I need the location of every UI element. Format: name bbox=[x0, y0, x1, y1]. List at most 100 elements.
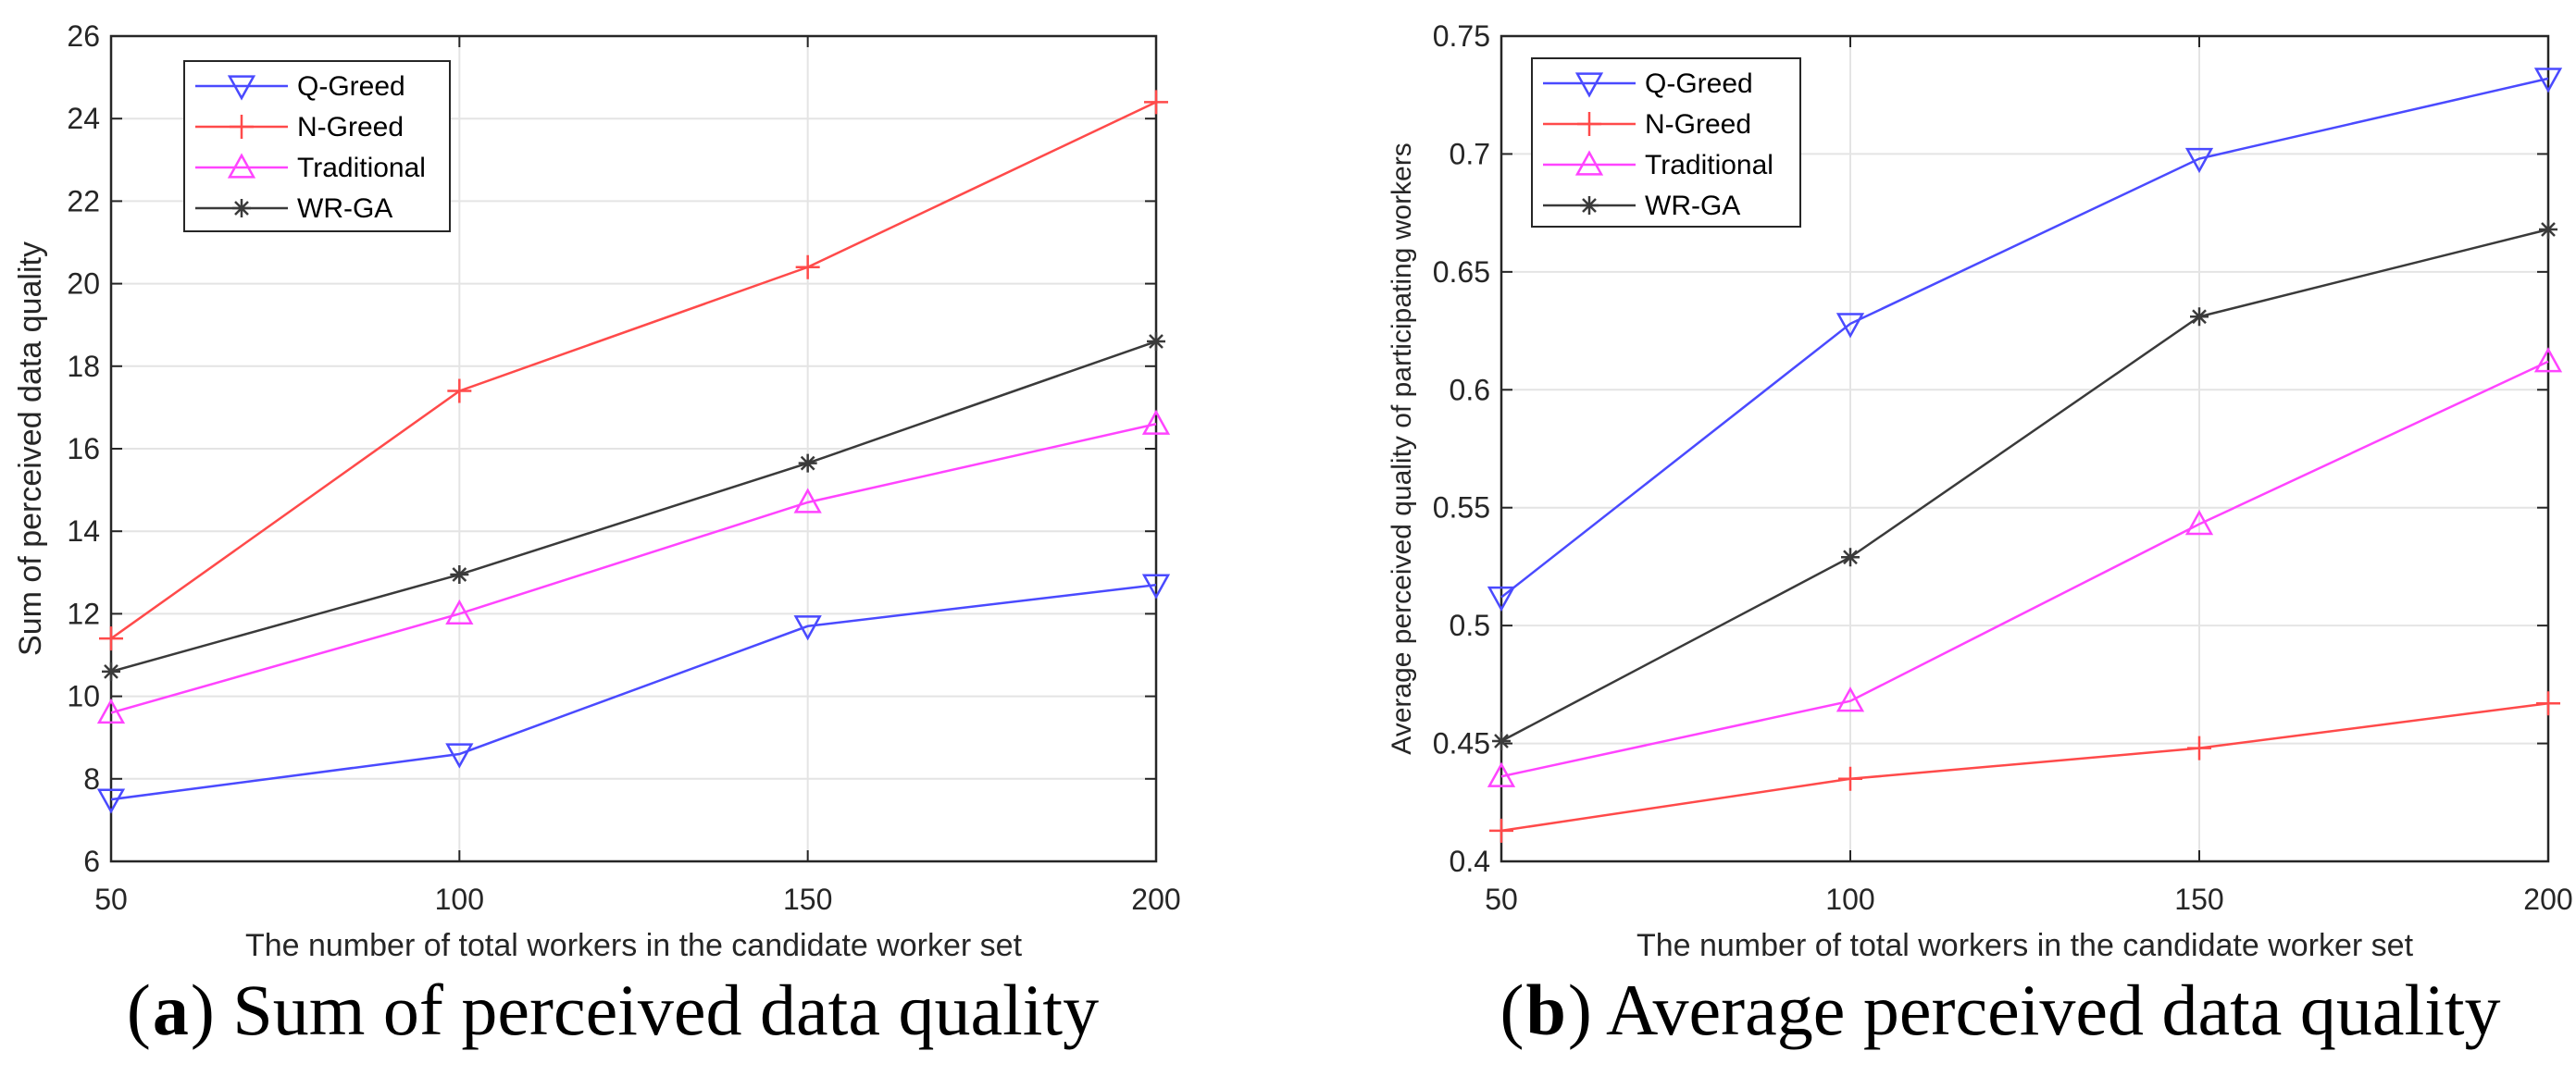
caption-paren-open: ( bbox=[1500, 970, 1524, 1050]
data-point-traditional bbox=[1836, 686, 1865, 712]
y-tick-label: 18 bbox=[67, 350, 100, 383]
legend-label: Q-Greed bbox=[297, 71, 405, 102]
series-line-q-greed bbox=[1500, 77, 2549, 599]
x-tick-label: 150 bbox=[2174, 883, 2223, 916]
data-point-wr-ga bbox=[798, 453, 817, 473]
data-point-traditional bbox=[445, 599, 474, 625]
y-tick-label: 24 bbox=[67, 102, 100, 135]
legend-marker-icon bbox=[232, 199, 251, 217]
legend-item-n-greed: N-Greed bbox=[1543, 109, 1751, 140]
legend-box bbox=[183, 60, 451, 232]
x-tick-label: 200 bbox=[1131, 883, 1180, 916]
caption-letter: a bbox=[153, 970, 189, 1050]
data-point-q-greed bbox=[2184, 147, 2214, 174]
series-line-wr-ga bbox=[110, 340, 1157, 674]
series-line-traditional bbox=[110, 423, 1157, 714]
y-tick-label: 0.75 bbox=[1433, 19, 1490, 53]
data-point-q-greed bbox=[1141, 574, 1171, 600]
series-n-greed bbox=[1489, 691, 2560, 843]
series-wr-ga bbox=[102, 332, 1165, 681]
data-point-traditional bbox=[2533, 347, 2563, 373]
data-point-n-greed bbox=[99, 626, 123, 651]
figure-caption: (b) Average perceived data quality bbox=[1500, 970, 2500, 1050]
legend-label: Q-Greed bbox=[1645, 68, 1753, 99]
data-point-q-greed bbox=[96, 788, 126, 814]
legend-item-q-greed: Q-Greed bbox=[195, 71, 405, 102]
legend-marker-icon bbox=[1574, 150, 1604, 176]
legend-item-wr-ga: WR-GA bbox=[1543, 191, 1740, 221]
series-line-q-greed bbox=[110, 583, 1157, 801]
data-point-traditional bbox=[793, 488, 822, 513]
y-tick-label: 26 bbox=[67, 19, 100, 53]
y-axis-label: Average perceived quality of participati… bbox=[1387, 142, 1417, 754]
y-tick-label: 0.45 bbox=[1433, 727, 1490, 761]
series-n-greed bbox=[99, 90, 1168, 651]
data-point-wr-ga bbox=[2539, 219, 2557, 239]
data-point-n-greed bbox=[2187, 736, 2211, 761]
legend-box bbox=[1531, 57, 1801, 228]
data-point-q-greed bbox=[793, 615, 822, 641]
legend-label: WR-GA bbox=[1645, 191, 1740, 221]
legend: Q-Greed N-Greed Traditional WR-GA bbox=[183, 60, 451, 232]
legend-label: Traditional bbox=[1645, 150, 1773, 180]
y-tick-label: 6 bbox=[83, 845, 100, 878]
chart-a: 6 8 10 12 14 16 18 20 22 24 26 50 100 150 200 The numbe… bbox=[13, 19, 1181, 1050]
chart-b: 0.4 0.45 0.5 0.55 0.6 0.65 0.7 0.75 50 100 150 200 T… bbox=[1387, 19, 2573, 1050]
x-tick-label: 200 bbox=[2523, 883, 2572, 916]
legend-marker-icon bbox=[227, 153, 256, 179]
data-point-wr-ga bbox=[102, 662, 120, 681]
data-point-wr-ga bbox=[1147, 332, 1165, 352]
series-traditional bbox=[1487, 347, 2563, 787]
plot-frame bbox=[1500, 34, 2550, 863]
data-point-q-greed bbox=[1836, 313, 1865, 339]
series-line-wr-ga bbox=[1500, 228, 2549, 743]
y-tick-label: 10 bbox=[67, 680, 100, 713]
legend-marker-icon bbox=[230, 115, 254, 139]
x-tick-label: 150 bbox=[783, 883, 832, 916]
legend-item-traditional: Traditional bbox=[195, 153, 426, 183]
series-wr-ga bbox=[1492, 219, 2557, 751]
x-axis-label: The number of total workers in the candi… bbox=[245, 928, 1023, 963]
x-tick-label: 50 bbox=[1485, 883, 1518, 916]
y-tick-label: 20 bbox=[67, 267, 100, 301]
data-point-n-greed bbox=[447, 378, 472, 403]
data-point-traditional bbox=[1141, 409, 1171, 435]
x-tick-label: 50 bbox=[94, 883, 128, 916]
data-point-wr-ga bbox=[1841, 548, 1860, 567]
data-point-n-greed bbox=[1838, 766, 1862, 791]
caption-paren-open: ( bbox=[127, 970, 151, 1050]
plot-frame bbox=[109, 34, 1158, 863]
legend: Q-Greed N-Greed Traditional WR-GA bbox=[1531, 57, 1801, 228]
data-point-wr-ga bbox=[450, 565, 469, 585]
y-tick-label: 22 bbox=[67, 184, 100, 217]
legend-item-traditional: Traditional bbox=[1543, 150, 1773, 180]
y-tick-label: 0.5 bbox=[1450, 609, 1490, 642]
data-point-n-greed bbox=[1489, 818, 1513, 843]
x-axis-label: The number of total workers in the candi… bbox=[1636, 928, 2414, 963]
legend-marker-icon bbox=[1580, 196, 1599, 215]
series-line-n-greed bbox=[1500, 702, 2549, 833]
y-tick-label: 8 bbox=[83, 762, 100, 796]
legend-label: Traditional bbox=[297, 153, 426, 183]
data-point-n-greed bbox=[1144, 90, 1168, 115]
series-traditional bbox=[96, 409, 1171, 724]
legend-item-n-greed: N-Greed bbox=[195, 112, 404, 142]
y-tick-label: 0.55 bbox=[1433, 491, 1490, 525]
y-tick-label: 16 bbox=[67, 432, 100, 465]
x-tick-label: 100 bbox=[1825, 883, 1874, 916]
legend-label: WR-GA bbox=[297, 193, 392, 224]
caption-letter: b bbox=[1525, 970, 1565, 1050]
legend-item-wr-ga: WR-GA bbox=[195, 193, 392, 224]
data-point-n-greed bbox=[795, 254, 820, 279]
legend-item-q-greed: Q-Greed bbox=[1543, 68, 1753, 99]
data-point-q-greed bbox=[1487, 586, 1516, 612]
y-tick-label: 0.7 bbox=[1450, 137, 1490, 170]
y-tick-label: 0.4 bbox=[1450, 845, 1490, 878]
y-tick-label: 14 bbox=[67, 514, 100, 548]
series-line-traditional bbox=[1500, 360, 2549, 778]
legend-marker-icon bbox=[227, 75, 256, 101]
data-point-n-greed bbox=[2536, 691, 2560, 716]
data-point-q-greed bbox=[2533, 68, 2563, 93]
data-point-traditional bbox=[1487, 761, 1516, 787]
